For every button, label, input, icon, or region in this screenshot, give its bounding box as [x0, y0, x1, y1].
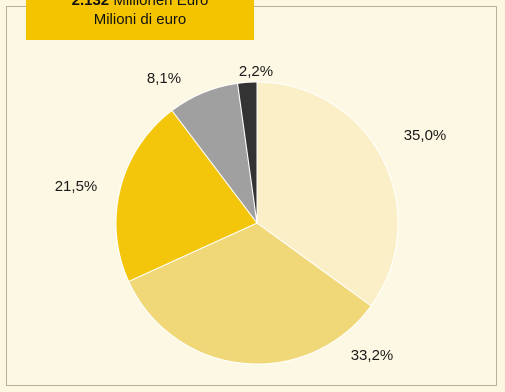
- header-unit-it: Milioni di euro: [93, 11, 187, 29]
- pie-slice-2: [128, 222, 372, 365]
- header-total: 2.132 Millionen Euro: [26, 0, 254, 9]
- pie-slice-3: [115, 109, 258, 283]
- pie-slice-label-5: 2,2%: [239, 63, 273, 80]
- pie-slice-1: [256, 81, 399, 307]
- pie-slice-label-2: 33,2%: [351, 347, 394, 364]
- header-box: 2.132 Millionen Euro Milioni di euro: [26, 0, 254, 40]
- header-unit-de: Millionen Euro: [113, 0, 209, 9]
- header-total-number: 2.132: [71, 0, 110, 9]
- pie-slice-5: [237, 81, 258, 224]
- pie-slice-label-4: 8,1%: [147, 70, 181, 87]
- pie-slice-label-1: 35,0%: [404, 127, 447, 144]
- pie-slice-label-3: 21,5%: [55, 178, 98, 195]
